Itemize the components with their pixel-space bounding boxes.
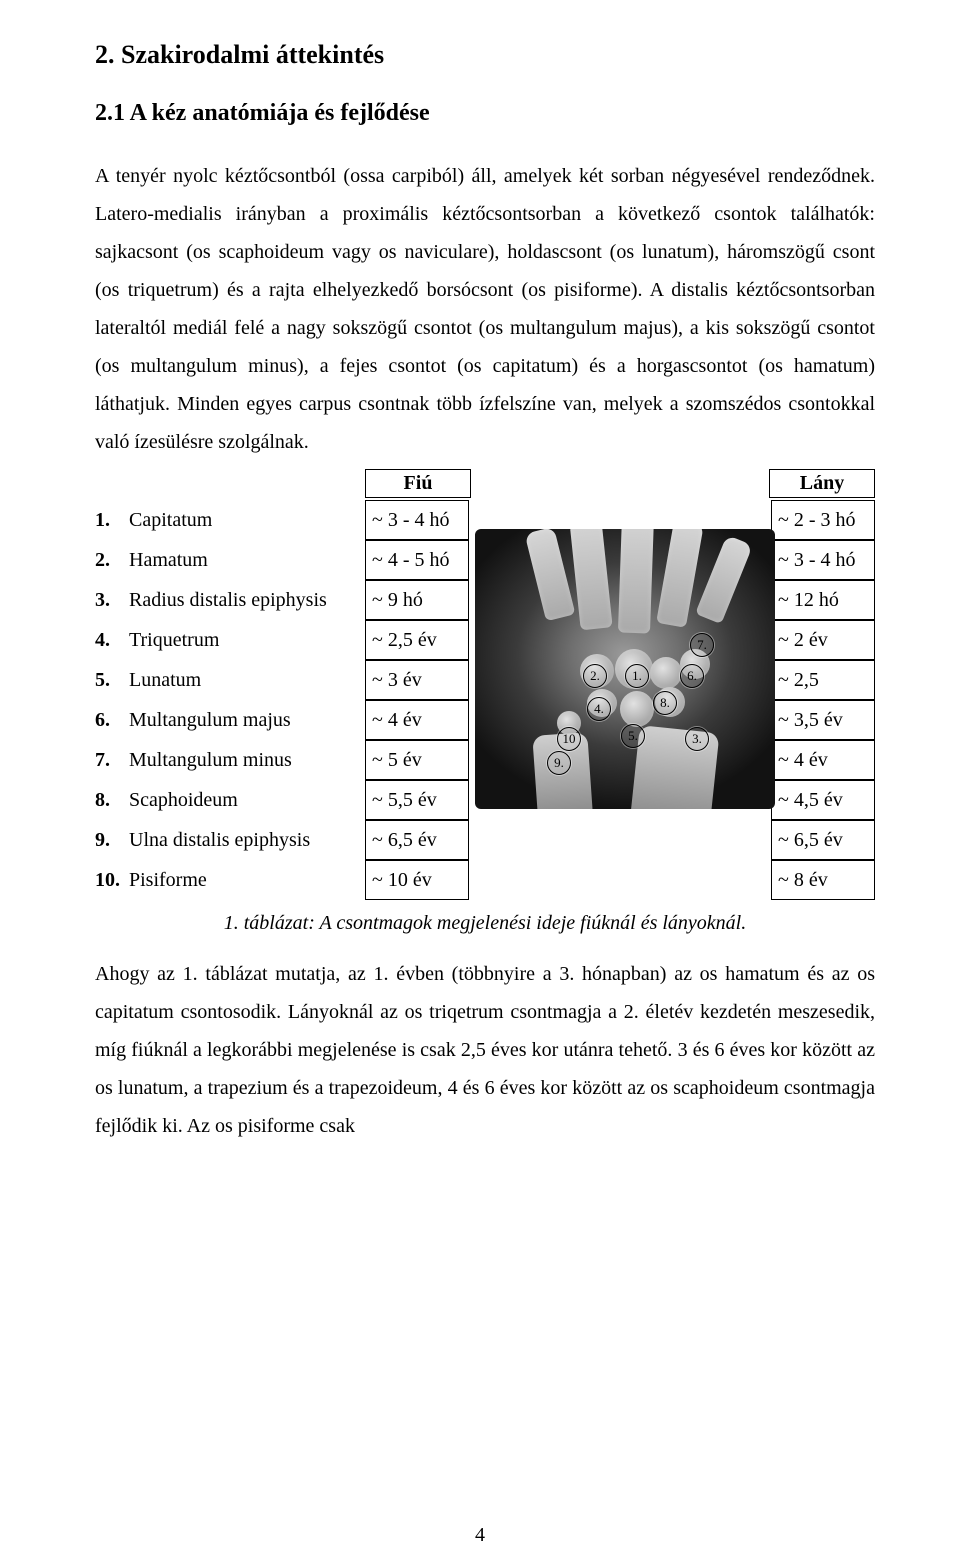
heading-2: 2.1 A kéz anatómiája és fejlődése: [95, 100, 875, 127]
row-fiu: ~ 5,5 év: [365, 780, 469, 820]
row-name: Pisiforme: [129, 869, 365, 892]
table-header-row: Fiú Lány: [95, 469, 875, 498]
row-fiu: ~ 6,5 év: [365, 820, 469, 860]
table-row: 9. Ulna distalis epiphysis ~ 6,5 év ~ 6,…: [95, 820, 875, 860]
row-name: Scaphoideum: [129, 789, 365, 812]
row-lany: ~ 2,5: [771, 660, 875, 700]
header-lany: Lány: [769, 469, 875, 498]
paragraph-2: Ahogy az 1. táblázat mutatja, az 1. évbe…: [95, 955, 875, 1145]
ossification-table: Fiú Lány 1. Capitatum ~ 3 - 4 hó ~ 2 - 3…: [95, 469, 875, 900]
row-num: 2.: [95, 549, 129, 572]
row-fiu: ~ 5 év: [365, 740, 469, 780]
paragraph-1: A tenyér nyolc kéztőcsontból (ossa carpi…: [95, 157, 875, 461]
row-fiu: ~ 10 év: [365, 860, 469, 900]
xray-marker: 4.: [587, 697, 611, 721]
xray-marker: 2.: [583, 664, 607, 688]
document-page: 2. Szakirodalmi áttekintés 2.1 A kéz ana…: [0, 0, 960, 1565]
row-lany: ~ 4 év: [771, 740, 875, 780]
row-num: 3.: [95, 589, 129, 612]
row-lany: ~ 6,5 év: [771, 820, 875, 860]
xray-marker: 3.: [685, 727, 709, 751]
xray-background: [475, 529, 775, 809]
row-fiu: ~ 3 év: [365, 660, 469, 700]
row-name: Hamatum: [129, 549, 365, 572]
row-num: 6.: [95, 709, 129, 732]
row-fiu: ~ 2,5 év: [365, 620, 469, 660]
row-name: Ulna distalis epiphysis: [129, 829, 365, 852]
row-fiu: ~ 3 - 4 hó: [365, 500, 469, 540]
xray-marker: 7.: [690, 633, 714, 657]
row-num: 1.: [95, 509, 129, 532]
row-lany: ~ 2 év: [771, 620, 875, 660]
row-lany: ~ 12 hó: [771, 580, 875, 620]
row-lany: ~ 3 - 4 hó: [771, 540, 875, 580]
row-fiu: ~ 9 hó: [365, 580, 469, 620]
row-name: Radius distalis epiphysis: [129, 589, 365, 612]
row-num: 5.: [95, 669, 129, 692]
row-num: 9.: [95, 829, 129, 852]
xray-marker: 9.: [547, 751, 571, 775]
xray-marker: 8.: [653, 691, 677, 715]
xray-marker: 10: [557, 727, 581, 751]
table-caption: 1. táblázat: A csontmagok megjelenési id…: [95, 912, 875, 935]
row-name: Multangulum minus: [129, 749, 365, 772]
row-lany: ~ 3,5 év: [771, 700, 875, 740]
row-num: 10.: [95, 869, 129, 892]
row-name: Capitatum: [129, 509, 365, 532]
xray-marker: 6.: [680, 664, 704, 688]
xray-illustration: 1. 2. 3. 4. 5. 6. 7. 8. 9. 10: [475, 529, 775, 809]
row-num: 8.: [95, 789, 129, 812]
row-name: Multangulum majus: [129, 709, 365, 732]
xray-marker: 5.: [621, 724, 645, 748]
row-name: Lunatum: [129, 669, 365, 692]
row-lany: ~ 2 - 3 hó: [771, 500, 875, 540]
row-num: 4.: [95, 629, 129, 652]
header-fiu: Fiú: [365, 469, 471, 498]
row-lany: ~ 8 év: [771, 860, 875, 900]
table-row: 10. Pisiforme ~ 10 év ~ 8 év: [95, 860, 875, 900]
xray-marker: 1.: [625, 664, 649, 688]
row-lany: ~ 4,5 év: [771, 780, 875, 820]
page-number: 4: [0, 1524, 960, 1547]
heading-1: 2. Szakirodalmi áttekintés: [95, 40, 875, 70]
row-fiu: ~ 4 - 5 hó: [365, 540, 469, 580]
row-name: Triquetrum: [129, 629, 365, 652]
row-num: 7.: [95, 749, 129, 772]
row-fiu: ~ 4 év: [365, 700, 469, 740]
